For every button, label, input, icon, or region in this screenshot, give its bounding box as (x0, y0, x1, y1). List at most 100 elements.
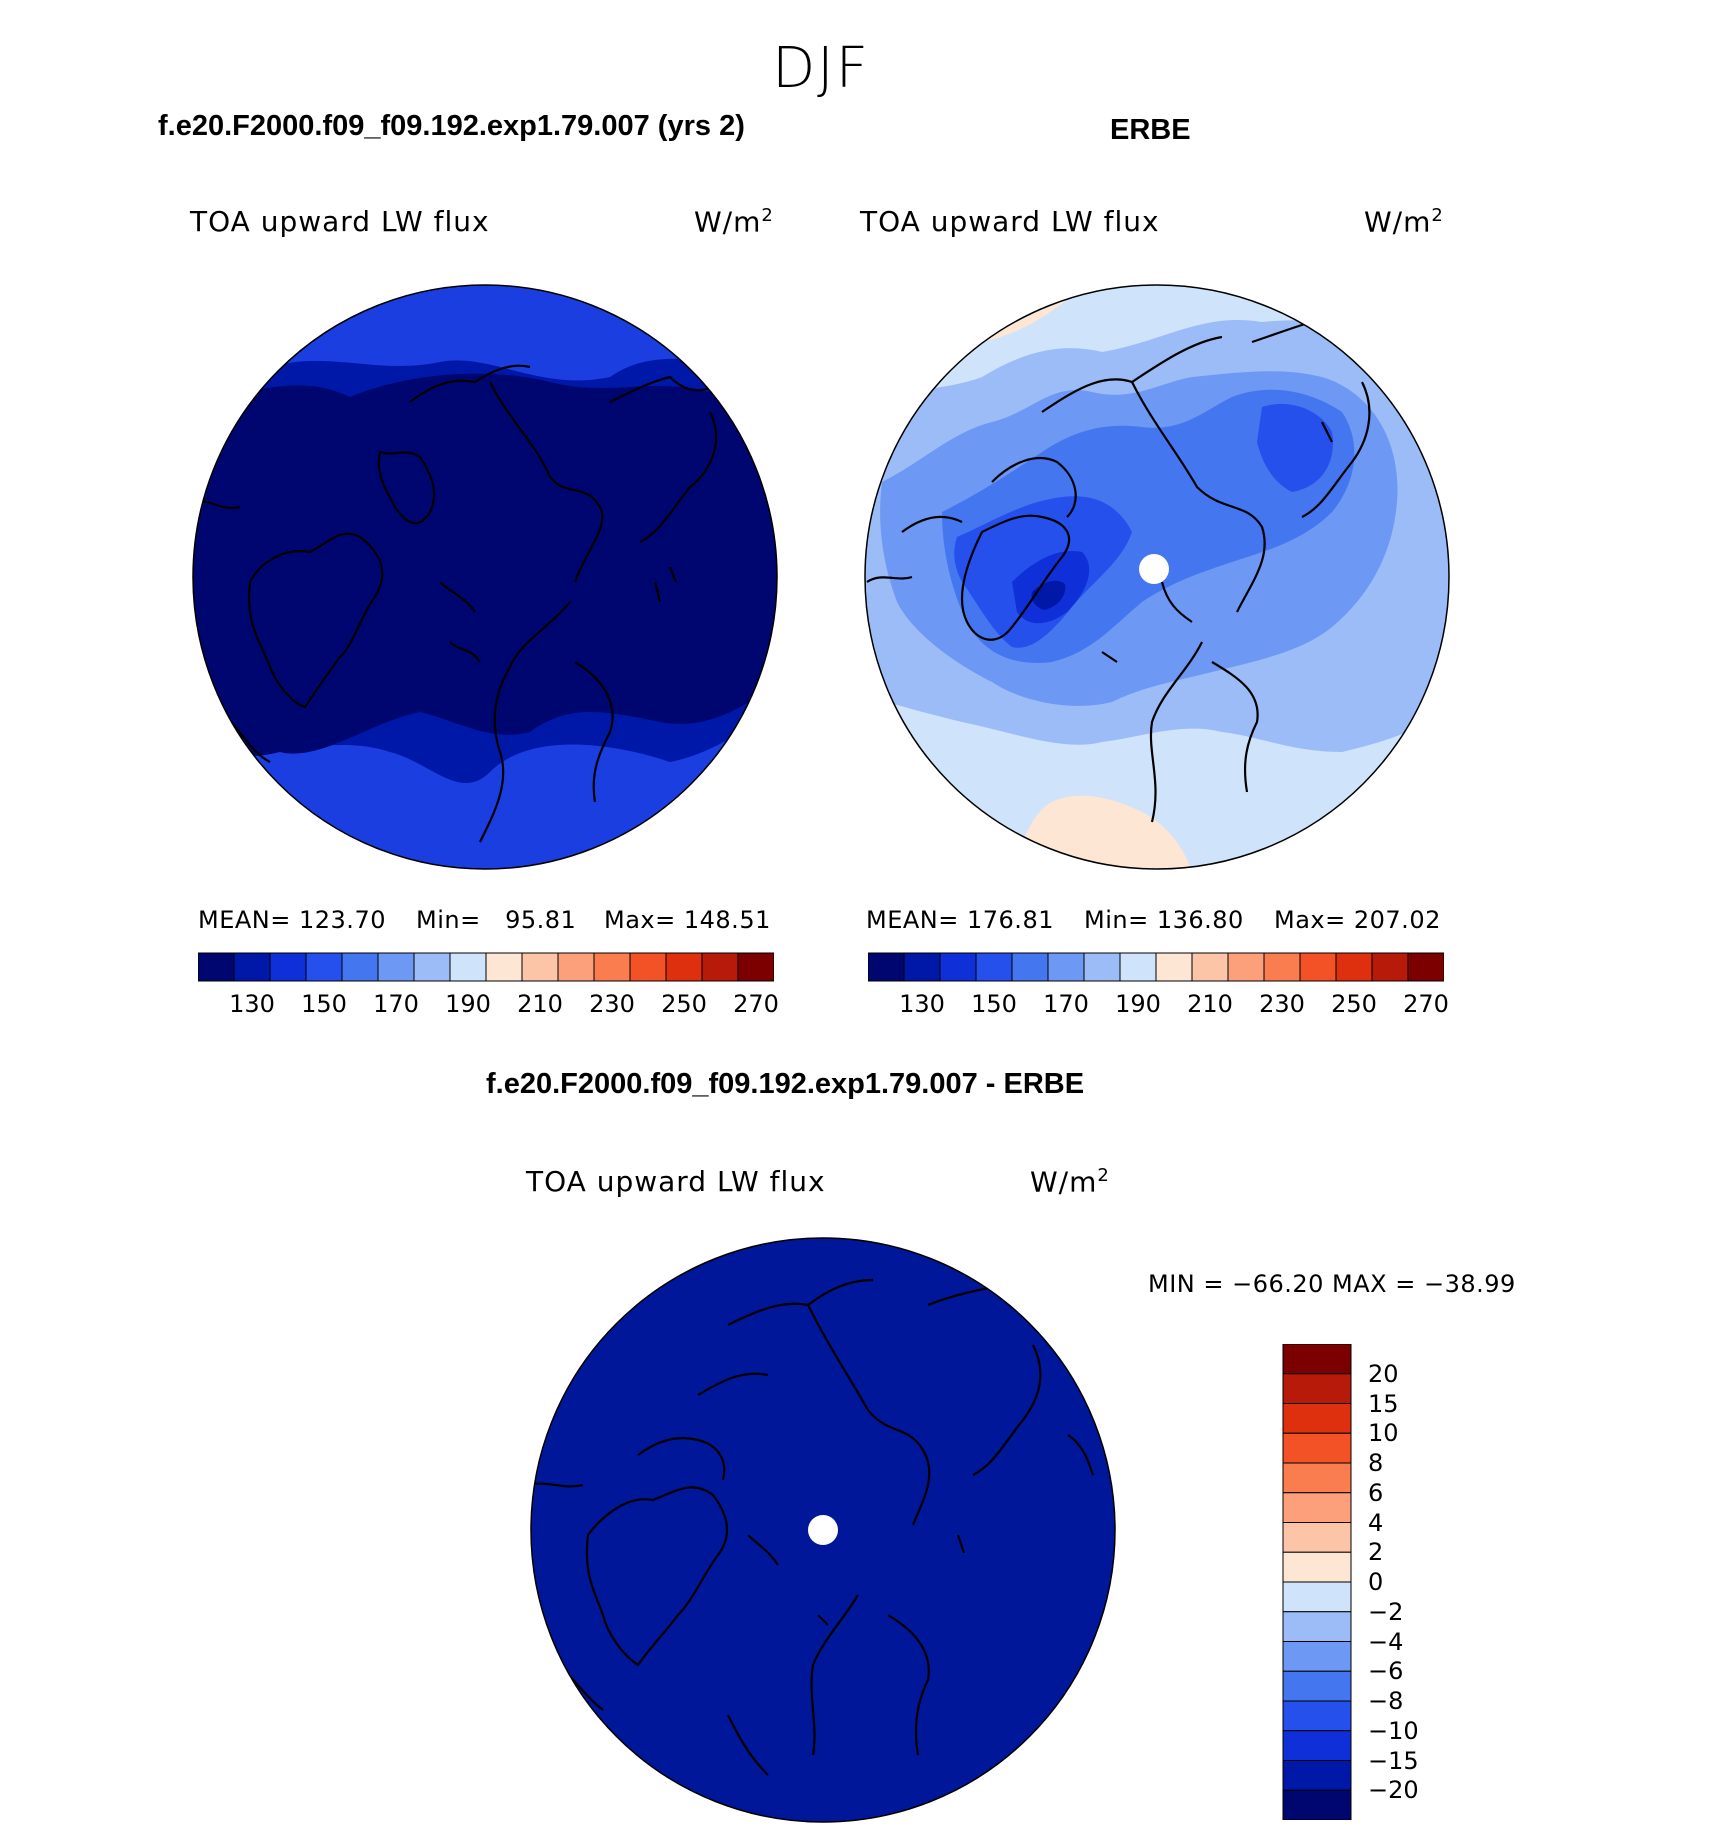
model-max-stat: Max= 148.51 (604, 906, 771, 934)
diff-colorbar-box (1282, 1462, 1352, 1494)
diff-colorbar-tick-label: 15 (1368, 1389, 1399, 1418)
diff-colorbar-tick-label: 6 (1368, 1478, 1384, 1507)
obs-variable-label: TOA upward LW flux (860, 205, 1160, 238)
obs-colorbar-box (1299, 952, 1337, 982)
obs-colorbar-tick-label: 190 (1115, 990, 1161, 1018)
model-colorbar-tick-label: 230 (589, 990, 635, 1018)
model-colorbar-box (233, 952, 271, 982)
diff-colorbar-tick-label: 4 (1368, 1508, 1384, 1537)
diff-colorbar-tick-label: −15 (1368, 1746, 1419, 1775)
model-colorbar-box (449, 952, 487, 982)
diff-colorbar-box (1282, 1641, 1352, 1672)
diff-colorbar-tick-label: 10 (1368, 1419, 1399, 1448)
model-colorbar-box (665, 952, 703, 982)
obs-colorbar-tick-label: 270 (1403, 990, 1449, 1018)
obs-colorbar-box (1155, 952, 1193, 982)
model-colorbar-box (521, 952, 559, 982)
diff-colorbar-tick-label: 0 (1368, 1568, 1384, 1596)
model-variable-label: TOA upward LW flux (190, 205, 490, 238)
model-colorbar-box (305, 952, 343, 982)
diff-colorbar-tick-label: 2 (1368, 1538, 1384, 1567)
obs-colorbar-box (1119, 952, 1157, 982)
diff-colorbar-tick-label: −10 (1368, 1716, 1419, 1745)
model-colorbar-ticks: 130 150 170 190 210 230 250 270 (198, 990, 779, 1020)
obs-colorbar-tick-label: 230 (1259, 990, 1305, 1018)
diff-colorbar-box (1282, 1551, 1352, 1583)
model-colorbar-box (341, 952, 379, 982)
obs-colorbar-box (1011, 952, 1049, 982)
model-colorbar-box (485, 952, 523, 982)
model-colorbar-box (701, 952, 739, 982)
diff-colorbar-tick-label: 8 (1368, 1449, 1384, 1477)
obs-colorbar-tick-label: 130 (899, 990, 945, 1018)
diff-colorbar (1282, 1344, 1352, 1820)
diff-colorbar-box (1282, 1670, 1352, 1702)
model-colorbar-box (413, 952, 451, 982)
obs-mean-stat: MEAN= 176.81 (866, 906, 1054, 934)
obs-colorbar-tick-label: 250 (1331, 990, 1377, 1018)
diff-minmax-stat: MIN = −66.20 MAX = −38.99 (1148, 1270, 1516, 1298)
model-colorbar-box (269, 952, 307, 982)
obs-colorbar-box (1083, 952, 1121, 982)
diff-colorbar-box (1282, 1760, 1352, 1791)
diff-colorbar-tick-label: −20 (1368, 1776, 1419, 1805)
model-case-title: f.e20.F2000.f09_f09.192.exp1.79.007 (yrs… (158, 110, 745, 142)
obs-polar-map (864, 284, 1450, 870)
diff-colorbar-ticks: 20 15 10 8 6 4 2 0 −2 −4 −6 −8 −10 −15 −20 (1368, 1344, 1428, 1820)
diff-colorbar-box (1282, 1789, 1352, 1820)
obs-colorbar-box (1227, 952, 1265, 982)
model-units-label: W/m2 (694, 205, 774, 239)
obs-colorbar-box (1407, 952, 1444, 982)
diff-colorbar-box (1282, 1344, 1352, 1375)
obs-colorbar-box (975, 952, 1013, 982)
diff-colorbar-tick-label: −4 (1368, 1627, 1404, 1656)
diff-map-border (530, 1237, 1116, 1823)
model-colorbar-tick-label: 190 (445, 990, 491, 1018)
obs-colorbar-tick-label: 150 (971, 990, 1017, 1018)
model-colorbar-tick-label: 170 (373, 990, 419, 1018)
model-colorbar-tick-label: 130 (229, 990, 275, 1018)
model-field-core (193, 373, 777, 757)
diff-colorbar-box (1282, 1700, 1352, 1732)
obs-colorbar-ticks: 130 150 170 190 210 230 250 270 (868, 990, 1449, 1020)
diff-colorbar-tick-label: −6 (1368, 1657, 1404, 1686)
diff-colorbar-box (1282, 1522, 1352, 1553)
model-min-stat: Min= 95.81 (416, 906, 577, 934)
obs-map-border (864, 284, 1450, 870)
diff-colorbar-box (1282, 1492, 1352, 1523)
model-colorbar-box (737, 952, 774, 982)
diff-pole-hole (808, 1515, 838, 1545)
obs-colorbar-box (939, 952, 977, 982)
obs-colorbar-tick-label: 170 (1043, 990, 1089, 1018)
model-colorbar-tick-label: 270 (733, 990, 779, 1018)
obs-colorbar-box (1047, 952, 1085, 982)
model-colorbar (198, 952, 774, 982)
diff-colorbar-box (1282, 1373, 1352, 1404)
diff-case-title: f.e20.F2000.f09_f09.192.exp1.79.007 - ER… (486, 1068, 1085, 1100)
model-colorbar-box (629, 952, 667, 982)
diff-units-label: W/m2 (1030, 1165, 1110, 1199)
diff-colorbar-tick-label: −2 (1368, 1597, 1404, 1626)
model-colorbar-tick-label: 150 (301, 990, 347, 1018)
obs-colorbar-tick-label: 210 (1187, 990, 1233, 1018)
obs-max-stat: Max= 207.02 (1274, 906, 1441, 934)
model-map-border (192, 284, 778, 870)
diff-polar-map (530, 1237, 1116, 1823)
obs-colorbar-box (868, 952, 905, 982)
diff-colorbar-box (1282, 1581, 1352, 1613)
obs-colorbar-box (1191, 952, 1229, 982)
obs-colorbar-box (1263, 952, 1301, 982)
model-colorbar-box (377, 952, 415, 982)
obs-case-title: ERBE (1110, 114, 1191, 146)
diff-colorbar-box (1282, 1403, 1352, 1434)
obs-min-stat: Min= 136.80 (1084, 906, 1244, 934)
model-mean-stat: MEAN= 123.70 (198, 906, 386, 934)
model-polar-map (192, 284, 778, 870)
season-title: DJF (772, 36, 870, 101)
diff-colorbar-box (1282, 1611, 1352, 1642)
model-colorbar-box (593, 952, 631, 982)
diff-colorbar-tick-label: 20 (1368, 1359, 1399, 1388)
obs-colorbar-box (903, 952, 941, 982)
model-colorbar-box (198, 952, 235, 982)
obs-colorbar-box (1335, 952, 1373, 982)
